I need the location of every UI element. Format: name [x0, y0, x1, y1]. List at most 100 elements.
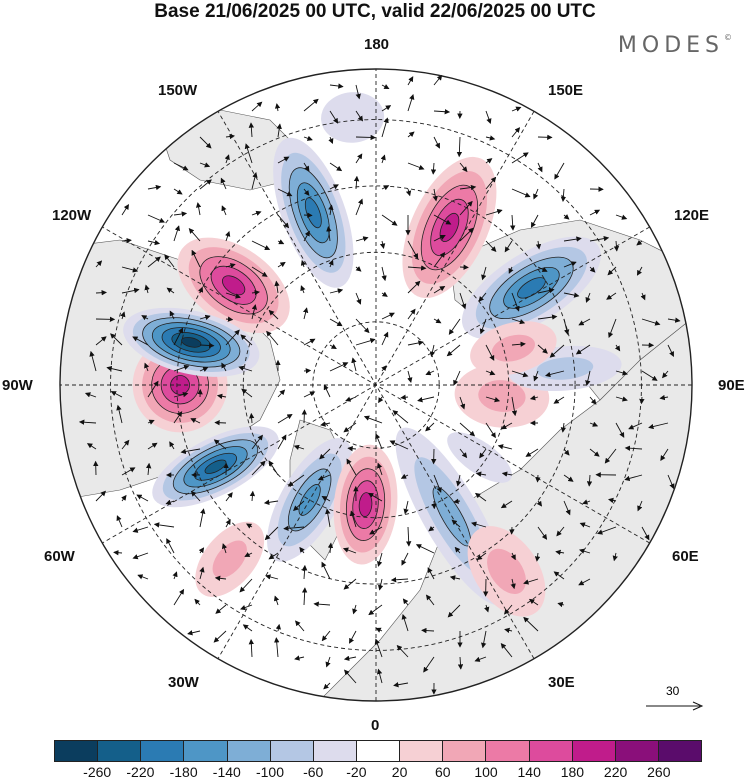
wind-arrow-icon — [303, 98, 319, 112]
wind-arrow-icon — [511, 188, 531, 198]
wind-arrow-icon — [432, 188, 438, 202]
wind-arrow-icon — [242, 624, 253, 632]
wind-arrow-icon — [504, 240, 513, 253]
colorbar-swatch — [485, 741, 529, 761]
wind-arrow-icon — [537, 162, 543, 173]
wind-arrow-icon — [301, 587, 308, 606]
wind-arrow-icon — [355, 266, 362, 272]
wind-arrow-icon — [421, 627, 435, 634]
wind-arrow-icon — [89, 350, 97, 372]
colorbar-swatch — [226, 741, 270, 761]
wind-arrow-icon — [528, 598, 539, 606]
wind-arrow-icon — [615, 370, 628, 376]
wind-arrow-icon — [375, 627, 383, 633]
wind-arrow-icon — [248, 122, 255, 138]
wind-arrow-icon — [121, 494, 127, 502]
wind-arrow-icon — [144, 362, 150, 372]
wind-arrow-icon — [165, 499, 175, 505]
wind-arrow-icon — [355, 318, 370, 334]
wind-arrow-icon — [329, 318, 343, 327]
wind-arrow-icon — [199, 566, 205, 580]
wind-arrow-icon — [578, 578, 591, 586]
colorbar-swatch — [183, 741, 227, 761]
wind-arrow-icon — [173, 588, 185, 606]
wind-arrow-icon — [368, 604, 383, 616]
wind-arrow-icon — [355, 236, 369, 242]
wind-arrow-icon — [303, 391, 316, 398]
brand-logo: MODES© — [618, 33, 732, 58]
wind-arrow-icon — [405, 188, 412, 197]
wind-arrow-icon — [116, 404, 123, 424]
wind-arrow-icon — [433, 234, 446, 242]
wind-arrow-icon — [320, 421, 331, 427]
wind-arrow-icon — [589, 209, 601, 216]
colorbar-tick-label: -260 — [83, 764, 112, 780]
wind-arrow-icon — [352, 604, 358, 615]
wind-arrow-icon — [293, 500, 305, 512]
wind-arrow-icon — [369, 526, 383, 535]
wind-arrow-icon — [355, 198, 363, 216]
wind-arrow-icon — [530, 214, 539, 228]
wind-arrow-icon — [563, 292, 580, 298]
anomaly-contour — [222, 275, 246, 296]
wind-arrow-icon — [225, 316, 234, 322]
wind-arrow-icon — [376, 668, 383, 684]
wind-arrow-icon — [303, 230, 310, 242]
wind-arrow-icon — [379, 240, 386, 249]
wind-arrow-icon — [173, 392, 189, 398]
wind-arrow-icon — [401, 552, 409, 566]
anomaly-contour — [478, 380, 526, 412]
wind-arrow-icon — [563, 448, 570, 456]
wind-arrow-icon — [300, 259, 307, 268]
anomaly-cell — [123, 307, 260, 377]
wind-arrow-icon — [485, 344, 495, 361]
wind-arrow-icon — [277, 261, 286, 268]
wind-arrow-icon — [216, 393, 227, 399]
wind-arrow-icon — [433, 109, 451, 115]
wind-arrow-icon — [389, 440, 409, 450]
wind-arrow-icon — [376, 552, 383, 567]
wind-arrow-icon — [268, 552, 279, 560]
lon-label-0: 0 — [371, 717, 380, 734]
wind-arrow-icon — [459, 162, 468, 173]
colorbar-ticks: -260 -220 -180 -140 -100 -60 -20 20 60 100 140 180 2… — [54, 764, 702, 782]
wind-arrow-icon — [317, 474, 331, 481]
colorbar-tick-label: 260 — [647, 764, 671, 780]
wind-arrow-icon — [147, 380, 159, 398]
wind-arrow-icon — [459, 422, 476, 437]
wind-arrow-icon — [485, 135, 496, 141]
wind-arrow-icon — [363, 415, 383, 424]
wind-arrow-icon — [560, 422, 567, 433]
wind-arrow-icon — [248, 638, 255, 658]
wind-arrow-icon — [377, 578, 384, 591]
wind-arrow-icon — [614, 344, 621, 352]
wind-arrow-icon — [147, 239, 161, 246]
lon-label-120w: 120W — [52, 207, 92, 224]
lon-label-90e: 90E — [718, 377, 745, 394]
wind-arrow-icon — [225, 329, 240, 346]
wind-arrow-icon — [266, 330, 279, 346]
wind-arrow-icon — [328, 204, 334, 216]
wind-arrow-icon — [225, 519, 231, 528]
wind-arrow-icon — [381, 214, 398, 226]
wind-arrow-icon — [374, 638, 383, 658]
wind-arrow-icon — [459, 184, 477, 191]
wind-arrow-icon — [199, 136, 212, 149]
wind-arrow-icon — [169, 310, 175, 320]
map-title: Base 21/06/2025 00 UTC, valid 22/06/2025… — [154, 1, 596, 22]
wind-arrow-icon — [342, 547, 357, 554]
wind-arrow-icon — [659, 394, 669, 401]
wind-arrow-icon — [504, 627, 513, 634]
wind-arrow-icon — [326, 226, 332, 242]
wind-arrow-icon — [368, 492, 383, 502]
wind-arrow-icon — [328, 259, 334, 268]
wind-arrow-icon — [529, 395, 539, 401]
wind-arrow-icon — [274, 280, 280, 294]
wind-arrow-icon — [329, 110, 339, 124]
wind-arrow-icon — [582, 499, 591, 505]
wind-arrow-icon — [497, 444, 513, 450]
wind-arrow-icon — [380, 154, 386, 164]
wind-arrow-icon — [636, 266, 643, 276]
wind-arrow-icon — [563, 214, 570, 220]
wind-arrow-icon — [537, 266, 548, 272]
